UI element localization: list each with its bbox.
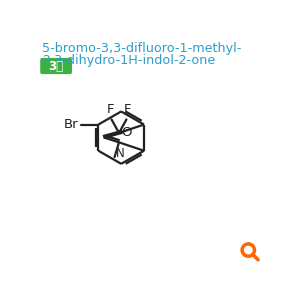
Text: 3级: 3级	[49, 59, 64, 73]
Text: F: F	[124, 103, 131, 116]
FancyBboxPatch shape	[40, 58, 72, 74]
Text: 5-bromo-3,3-difluoro-1-methyl-: 5-bromo-3,3-difluoro-1-methyl-	[42, 42, 242, 55]
Text: 2,3-dihydro-1H-indol-2-one: 2,3-dihydro-1H-indol-2-one	[42, 55, 215, 68]
Text: Br: Br	[64, 118, 78, 131]
Text: O: O	[122, 126, 132, 139]
Text: N: N	[116, 147, 124, 160]
Text: F: F	[107, 103, 115, 116]
